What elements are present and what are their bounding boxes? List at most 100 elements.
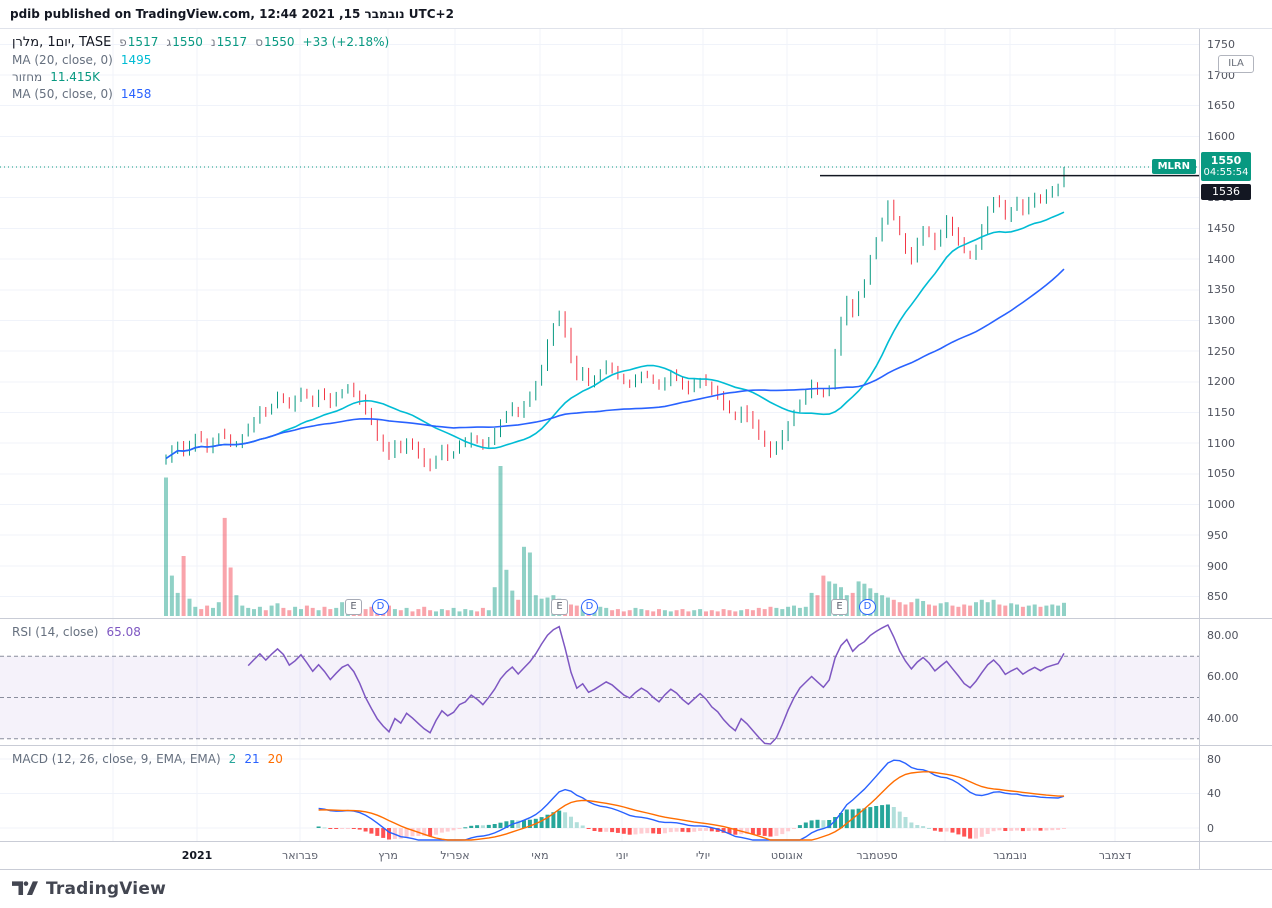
dividend-marker[interactable]: D [859,598,876,615]
rsi-canvas[interactable] [0,618,1200,745]
price-axis-label: 850 [1207,590,1228,604]
brand-name[interactable]: TradingView [46,878,166,899]
drawn-line-price-badge: 1536 [1201,183,1251,200]
current-price-badge: 1550 04:55:54 [1201,151,1251,181]
time-scale[interactable]: 2021 פברואר מרץ אפריל מאי יוני יולי אוגוסט ספטמב… [0,841,1200,870]
time-axis-label: פברואר [282,848,318,862]
macd-legend: MACD (12, 26, close, 9, EMA, EMA) 2 21 2… [12,752,283,766]
time-axis-label: אפריל [440,848,470,862]
footer: TradingView [0,870,1272,908]
macd-legend-row[interactable]: MACD (12, 26, close, 9, EMA, EMA) 2 21 2… [12,752,283,766]
price-scale[interactable]: ILA 1550 04:55:54 1536 1750 1700 1650 1600 1… [1200,28,1272,619]
ohlc-high: ג 1550 [166,35,203,49]
high-label: ג [166,34,172,49]
macd-grid [0,745,1199,841]
macd-line-value: 21 [244,751,260,766]
publish-info: pdib published on TradingView.com, 12:44… [10,7,454,21]
time-axis-label: יוני [615,848,629,862]
ma20-legend-row[interactable]: MA (20, close, 0) 1495 [12,53,389,67]
macd-hist-value: 2 [228,751,237,766]
price-axis-label: 1200 [1207,375,1235,389]
price-axis-label: 1100 [1207,436,1235,450]
ma20-value: 1495 [120,52,152,67]
price-axis-label: 1050 [1207,467,1235,481]
price-axis-label: 1300 [1207,314,1235,328]
rsi-scale[interactable]: 80.00 60.00 40.00 [1200,618,1272,746]
macd-axis-label: 40 [1207,787,1221,801]
rsi-axis-label: 80.00 [1207,629,1239,643]
macd-signal-line [318,770,1064,841]
rsi-band [0,655,1199,739]
ma50-value: 1458 [120,86,152,101]
rsi-legend: RSI (14, close) 65.08 [12,625,141,639]
symbol-legend-row[interactable]: מלרן‎, 1יום‎, TASE פ 1517 ג 1550 נ 1517 ס 15… [12,35,389,50]
time-axis-label: דצמבר [1098,848,1132,862]
price-axis-label: 1600 [1207,130,1235,144]
low-value: 1517 [216,34,248,49]
time-axis-label: 2021 [181,848,213,862]
bar-countdown: 04:55:54 [1203,166,1249,178]
price-axis-label: 1350 [1207,283,1235,297]
earnings-marker[interactable]: E [831,598,848,615]
dividend-marker[interactable]: D [372,598,389,615]
dividend-marker[interactable]: D [581,598,598,615]
time-axis-label: מרץ [378,848,398,862]
earnings-marker[interactable]: E [551,598,568,615]
rsi-grid [112,618,1116,745]
rsi-pane[interactable]: RSI (14, close) 65.08 [0,618,1200,746]
close-label: ס [255,34,263,49]
rsi-legend-row[interactable]: RSI (14, close) 65.08 [12,625,141,639]
candles: 429.4791666666667421.503125414.140625414… [165,166,1065,471]
macd-label: MACD (12, 26, close, 9, EMA, EMA) [12,751,221,766]
close-value: 1550 [264,34,295,49]
macd-canvas[interactable] [0,745,1200,841]
rsi-label: RSI (14, close) [12,624,99,639]
ohlc-close: ס 1550 [255,35,294,49]
rsi-line [247,623,1065,745]
time-scale-corner [1200,841,1272,870]
price-axis-label: 1650 [1207,99,1235,113]
tradingview-logo-icon[interactable] [12,880,38,897]
ohlc-low: נ 1517 [211,35,247,49]
ma50-line [165,268,1065,459]
main-chart-canvas[interactable]: 429.4791666666667421.503125414.140625414… [0,28,1200,618]
volume-bars [164,465,1066,616]
rsi-value: 65.08 [106,624,141,639]
time-axis-label: נובמבר [993,848,1027,862]
price-axis-label: 1400 [1207,252,1235,266]
volume-value: 11.415K [50,69,101,84]
main-price-pane[interactable]: 429.4791666666667421.503125414.140625414… [0,28,1200,619]
current-price-value: 1550 [1210,153,1242,167]
rsi-axis-label: 60.00 [1207,670,1239,684]
macd-signal-value: 20 [267,751,283,766]
price-axis-label: 950 [1207,528,1228,542]
earnings-marker[interactable]: E [345,598,362,615]
price-axis-label: 900 [1207,559,1228,573]
volume-legend-row[interactable]: מחזור 11.415K [12,70,389,84]
time-axis-label: ספטמבר [856,848,898,862]
low-label: נ [210,34,216,49]
macd-axis-label: 0 [1207,821,1214,835]
change-value: +33 (+2.18%) [302,34,390,49]
price-line-symbol-tag: MLRN [1151,158,1196,174]
main-legend: מלרן‎, 1יום‎, TASE פ 1517 ג 1550 נ 1517 ס 15… [12,35,389,101]
symbol-title: מלרן‎, 1יום‎, TASE [12,34,112,50]
chart-grid: 429.4791666666667421.503125414.140625414… [0,27,1272,870]
macd-axis-label: 80 [1207,752,1221,766]
price-axis-label: 1750 [1207,37,1235,51]
price-axis-label: 1150 [1207,406,1235,420]
unit-selector-button[interactable]: ILA [1218,54,1254,73]
grid-layer [0,28,1199,618]
time-axis-label: אוגוסט [770,848,804,862]
macd-pane[interactable]: MACD (12, 26, close, 9, EMA, EMA) 2 21 2… [0,745,1200,842]
open-value: 1517 [127,34,159,49]
macd-scale[interactable]: 80 40 0 [1200,745,1272,842]
price-axis-label: 1250 [1207,344,1235,358]
open-label: פ [119,34,127,49]
price-axis-label: 1450 [1207,222,1235,236]
ma50-legend-row[interactable]: MA (50, close, 0) 1458 [12,87,389,101]
ma20-label: MA (20, close, 0) [12,52,113,67]
high-value: 1550 [172,34,203,49]
time-axis-label: יולי [695,848,711,862]
